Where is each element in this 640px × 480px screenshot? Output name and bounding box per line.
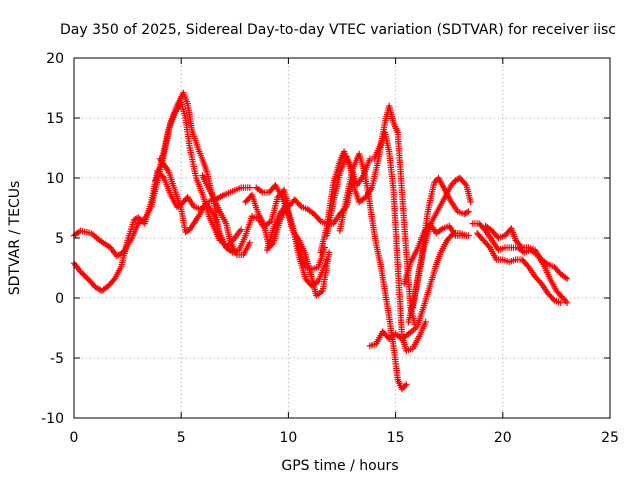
x-tick-label: 25 <box>601 430 619 446</box>
series-track-4 <box>156 155 253 236</box>
y-tick-label: 15 <box>46 111 64 127</box>
series-track-3 <box>152 99 223 244</box>
series-track-9 <box>263 201 331 290</box>
x-tick-label: 20 <box>494 430 512 446</box>
y-tick-label: -5 <box>50 351 64 367</box>
series-track-16 <box>409 174 474 311</box>
grid-lines <box>74 58 610 418</box>
plot-frame <box>73 57 611 419</box>
series-track-19 <box>482 222 571 282</box>
y-tick-label: 0 <box>55 291 64 307</box>
x-tick-label: 5 <box>177 430 186 446</box>
series-track-13 <box>366 230 470 350</box>
y-tick-label: 10 <box>46 171 64 187</box>
axis-ticks: 0 5 10 15 20 25 -10 -5 0 5 10 15 20 <box>41 51 619 446</box>
x-axis-title: GPS time / hours <box>281 458 398 474</box>
y-tick-label: 20 <box>46 51 64 67</box>
y-tick-label: 5 <box>55 231 64 247</box>
data-series-group <box>70 89 571 393</box>
series-track-12 <box>336 150 410 393</box>
y-tick-label: -10 <box>41 411 64 427</box>
series-track-17 <box>469 220 571 306</box>
series-track-14 <box>401 220 472 287</box>
y-axis-title: SDTVAR / TECUs <box>7 181 23 296</box>
x-tick-label: 15 <box>387 430 405 446</box>
x-tick-label: 10 <box>279 430 297 446</box>
chart-title: Day 350 of 2025, Sidereal Day-to-day VTE… <box>60 22 616 38</box>
x-tick-label: 0 <box>70 430 79 446</box>
series-track-18 <box>473 230 564 306</box>
series-track-5 <box>199 172 253 258</box>
